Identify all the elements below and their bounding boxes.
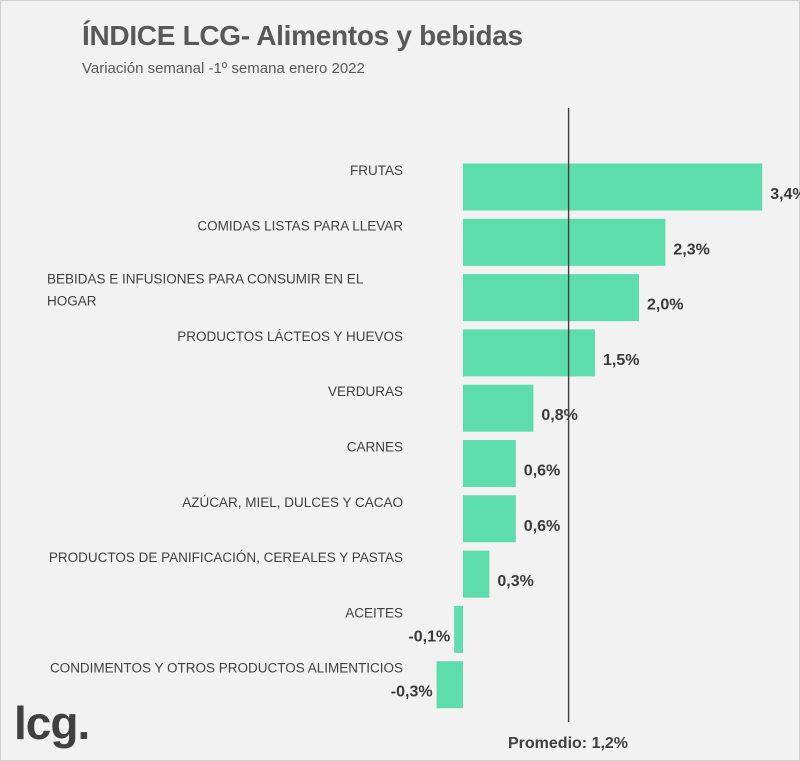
lcg-logo: lcg. [14, 697, 90, 749]
value-label-7: 0,3% [497, 573, 533, 590]
average-label: Promedio: 1,2% [508, 735, 629, 752]
value-label-2: 2,0% [647, 297, 683, 314]
bar-5 [463, 440, 516, 487]
chart-subtitle: Variación semanal -1º semana enero 2022 [82, 60, 365, 77]
value-label-5: 0,6% [524, 463, 560, 480]
bar-6 [463, 495, 516, 543]
bar-3 [463, 329, 595, 377]
value-label-9: -0,3% [391, 684, 433, 701]
category-label-2: BEBIDAS E INFUSIONES PARA CONSUMIR EN EL… [47, 272, 364, 309]
value-label-1: 2,3% [673, 241, 709, 258]
bar-8 [454, 605, 463, 653]
value-label-0: 3,4% [770, 186, 800, 203]
bar-1 [463, 218, 666, 266]
category-label-9: CONDIMENTOS Y OTROS PRODUCTOS ALIMENTICI… [50, 661, 403, 676]
value-label-4: 0,8% [541, 407, 577, 424]
value-label-8: -0,1% [408, 628, 450, 645]
category-label-8: ACEITES [345, 605, 403, 620]
bar-0 [463, 163, 763, 211]
category-label-1: COMIDAS LISTAS PARA LLEVAR [197, 218, 403, 233]
value-label-6: 0,6% [524, 518, 560, 535]
chart-title: ÍNDICE LCG- Alimentos y bebidas [82, 20, 523, 51]
category-label-4: VERDURAS [328, 384, 403, 399]
bar-4 [463, 384, 534, 432]
value-label-3: 1,5% [603, 352, 639, 369]
bar-7 [463, 550, 490, 598]
category-label-3: PRODUCTOS LÁCTEOS Y HUEVOS [177, 329, 403, 344]
category-label-7: PRODUCTOS DE PANIFICACIÓN, CEREALES Y PA… [49, 550, 403, 565]
bar-9 [436, 661, 463, 709]
category-label-6: AZÚCAR, MIEL, DULCES Y CACAO [182, 495, 403, 510]
bar-2 [463, 274, 639, 322]
category-label-0: FRUTAS [350, 163, 403, 178]
category-label-5: CARNES [347, 440, 403, 455]
